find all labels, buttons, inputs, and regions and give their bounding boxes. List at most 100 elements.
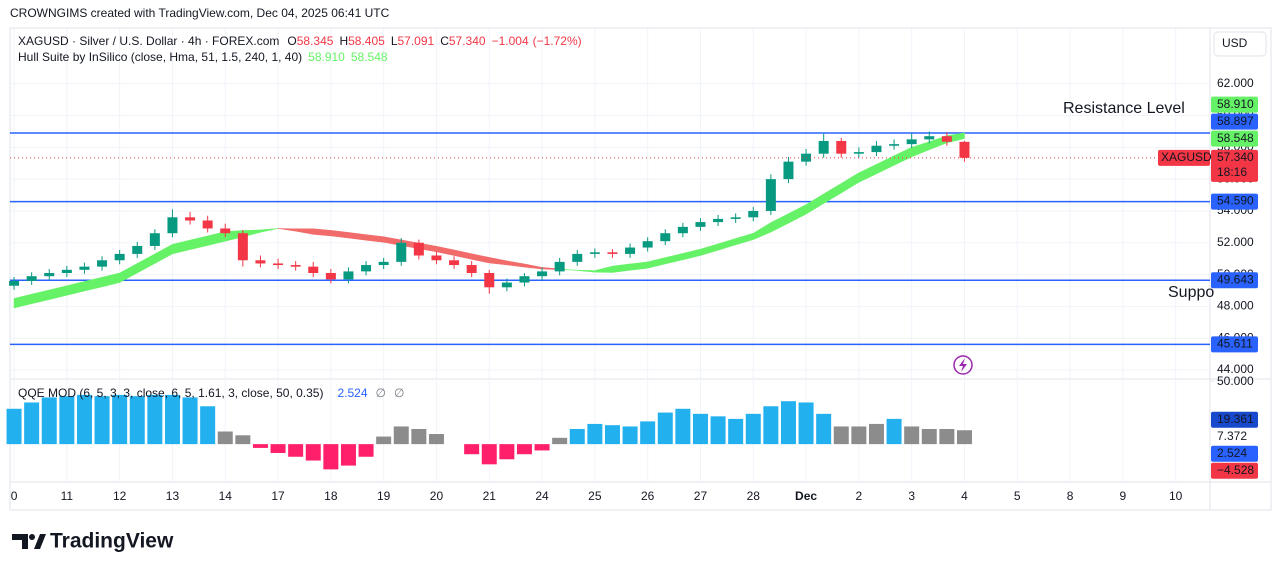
histogram-bar [956,430,972,445]
y-tick-label: 44.000 [1217,362,1254,376]
logo-dot [29,534,35,540]
histogram-bar [24,402,40,445]
histogram-bar [164,394,180,445]
histogram-bar [129,396,145,445]
x-tick-label: 24 [535,489,549,503]
ohlc-value: 58.345 [297,34,334,48]
histogram-bar [921,428,937,445]
level-label-bg [1211,336,1258,353]
x-tick-label: 20 [430,489,444,503]
candle-body [625,247,636,254]
legend-symbol: ∅ [376,386,386,400]
candle-body [237,233,248,261]
x-tick-label: 8 [1067,489,1074,503]
candle-body [730,217,741,219]
histogram-bar [147,394,163,445]
candle-body [26,276,37,281]
x-tick-label: 28 [747,489,761,503]
symbol-tag-bg [1158,149,1210,166]
price-label-bg [1211,96,1258,113]
countdown: 18:16 [1217,165,1247,179]
x-tick-label: 26 [641,489,655,503]
x-tick-label: 17 [271,489,285,503]
histogram-bar [728,418,744,445]
candle-body [554,261,565,272]
histogram-bar [217,431,233,445]
symbol-tag: XAGUSD [1161,150,1212,164]
histogram-bar [6,408,22,445]
candle-body [449,260,460,266]
candle-body [396,242,407,262]
candle-body [273,263,284,266]
price-label-bg [1211,130,1258,147]
indicator-title: Hull Suite by InSilico (close, Hma, 51, … [18,50,302,64]
x-tick-label: 4 [961,489,968,503]
indicator-label: −4.528 [1217,463,1254,477]
indicator-value: 58.910 [308,50,345,64]
candle-body [836,140,847,154]
ohlc-name: L [391,34,398,48]
candle-body [519,276,530,283]
x-tick-label: 9 [1120,489,1127,503]
x-tick-label: 11 [61,489,74,503]
logo-mark [12,534,28,549]
histogram-bar [305,444,321,461]
candle-body [255,260,266,264]
x-tick-label: 0 [11,489,18,503]
candle-body [185,217,196,221]
ohlc-name: C [440,34,449,48]
candle-body [537,271,548,277]
ohlc-name: H [339,34,348,48]
x-tick-label: 13 [166,489,180,503]
annotation: Suppo [1168,284,1214,301]
ohlc-value: 58.405 [348,34,385,48]
candle-body [853,152,864,154]
change-percent: (−1.72%) [533,34,582,48]
indicator-label-bg [1211,445,1258,462]
candle-body [501,282,512,288]
histogram-bar [41,397,57,445]
histogram-bar [622,426,638,445]
histogram-bar [640,421,656,445]
histogram-bar [59,396,75,445]
candle-body [713,218,724,223]
event-icon[interactable] [953,355,973,375]
candle-body [325,273,336,280]
hull-band [260,228,279,233]
x-tick-label: 5 [1014,489,1021,503]
level-label: 54.590 [1217,194,1254,208]
histogram-bar [200,406,216,445]
histogram-bar [499,444,515,460]
candle-body [642,241,653,248]
y-tick-label: 50.000 [1217,374,1254,388]
plot-layer: Resistance Level Suppo [6,28,1214,482]
legend-symbol: ∅ [394,386,404,400]
candle-body [765,179,776,211]
candle-body [466,265,477,273]
histogram-bar [428,434,444,445]
candle-body [79,266,90,270]
x-tick-label: 10 [1169,489,1183,503]
histogram-bar [692,413,708,445]
ohlc-name: O [287,34,296,48]
legend: XAGUSD · Silver / U.S. Dollar · 4h · FOR… [18,34,582,48]
x-tick-label: 3 [908,489,915,503]
histogram-bar [534,444,550,451]
x-tick-label: 18 [324,489,338,503]
brand: TradingView [50,530,174,553]
legend-title: XAGUSD · Silver / U.S. Dollar · 4h · FOR… [18,34,279,48]
histogram-bar [288,444,304,457]
y-tick-label: 52.000 [1217,235,1254,249]
currency-button[interactable] [1213,31,1267,57]
price-label: 58.910 [1217,97,1254,111]
candle-body [748,210,759,218]
level-label-bg [1211,193,1258,210]
histogram-bar [657,412,673,445]
histogram-bar [868,423,884,445]
histogram-bar [340,444,356,466]
candle-body [202,220,213,229]
candle-body [167,217,178,234]
candle-body [44,273,55,277]
x-tick-label: Dec [795,489,817,503]
